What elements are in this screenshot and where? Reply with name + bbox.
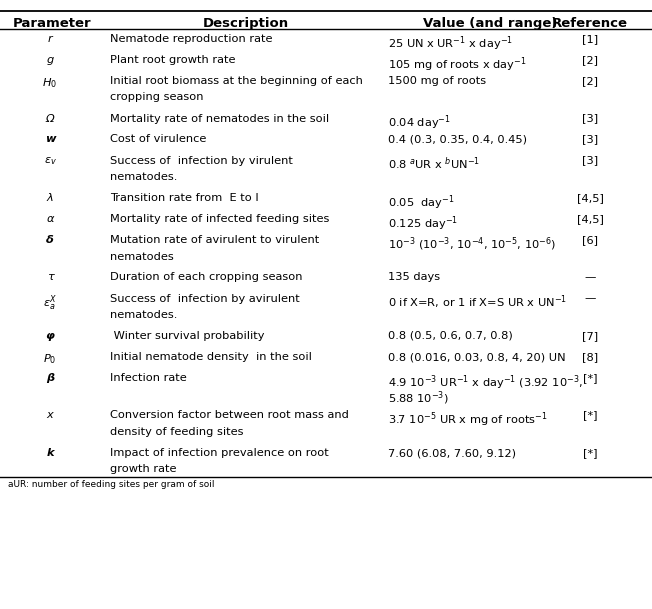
Text: 0.8 (0.016, 0.03, 0.8, 4, 20) UN: 0.8 (0.016, 0.03, 0.8, 4, 20) UN (388, 352, 566, 362)
Text: Parameter: Parameter (12, 17, 91, 30)
Text: 4.9 10$^{-3}$ UR$^{-1}$ x day$^{-1}$ (3.92 10$^{-3}$,: 4.9 10$^{-3}$ UR$^{-1}$ x day$^{-1}$ (3.… (388, 373, 583, 392)
Text: Description: Description (203, 17, 289, 30)
Text: nematodes: nematodes (110, 252, 173, 261)
Text: 10$^{-3}$ (10$^{-3}$, 10$^{-4}$, 10$^{-5}$, 10$^{-6}$): 10$^{-3}$ (10$^{-3}$, 10$^{-4}$, 10$^{-5… (388, 235, 556, 253)
Text: 7.60 (6.08, 7.60, 9.12): 7.60 (6.08, 7.60, 9.12) (388, 448, 516, 458)
Text: x: x (47, 410, 53, 420)
Text: [8]: [8] (582, 352, 598, 362)
Text: [3]: [3] (582, 155, 598, 166)
Text: $P_0$: $P_0$ (43, 352, 57, 366)
Text: aUR: number of feeding sites per gram of soil: aUR: number of feeding sites per gram of… (8, 480, 215, 489)
Text: Transition rate from  E to I: Transition rate from E to I (110, 193, 259, 203)
Text: Value (and range): Value (and range) (422, 17, 557, 30)
Text: [6]: [6] (582, 235, 598, 245)
Text: [2]: [2] (582, 76, 598, 86)
Text: α: α (46, 214, 53, 224)
Text: 0 if X=R, or 1 if X=S UR x UN$^{-1}$: 0 if X=R, or 1 if X=S UR x UN$^{-1}$ (388, 294, 567, 311)
Text: Impact of infection prevalence on root: Impact of infection prevalence on root (110, 448, 329, 458)
Text: 0.05  day$^{-1}$: 0.05 day$^{-1}$ (388, 193, 454, 211)
Text: Duration of each cropping season: Duration of each cropping season (110, 272, 303, 283)
Text: Cost of virulence: Cost of virulence (110, 135, 207, 144)
Text: $H_0$: $H_0$ (42, 76, 57, 90)
Text: 1500 mg of roots: 1500 mg of roots (388, 76, 486, 86)
Text: cropping season: cropping season (110, 93, 203, 102)
Text: —: — (584, 294, 596, 303)
Text: [2]: [2] (582, 55, 598, 65)
Text: 3.7 10$^{-5}$ UR x mg of roots$^{-1}$: 3.7 10$^{-5}$ UR x mg of roots$^{-1}$ (388, 410, 548, 429)
Text: Winter survival probability: Winter survival probability (110, 331, 265, 341)
Text: Initial root biomass at the beginning of each: Initial root biomass at the beginning of… (110, 76, 363, 86)
Text: β: β (46, 373, 54, 383)
Text: Success of  infection by avirulent: Success of infection by avirulent (110, 294, 300, 303)
Text: 25 UN x UR$^{-1}$ x day$^{-1}$: 25 UN x UR$^{-1}$ x day$^{-1}$ (388, 34, 513, 52)
Text: Initial nematode density  in the soil: Initial nematode density in the soil (110, 352, 312, 362)
Text: [4,5]: [4,5] (576, 214, 604, 224)
Text: Conversion factor between root mass and: Conversion factor between root mass and (110, 410, 349, 420)
Text: [1]: [1] (582, 34, 598, 44)
Text: r: r (48, 34, 52, 44)
Text: Nematode reproduction rate: Nematode reproduction rate (110, 34, 273, 44)
Text: 0.4 (0.3, 0.35, 0.4, 0.45): 0.4 (0.3, 0.35, 0.4, 0.45) (388, 135, 527, 144)
Text: δ: δ (46, 235, 54, 245)
Text: nematodes.: nematodes. (110, 172, 177, 182)
Text: —: — (584, 272, 596, 283)
Text: φ: φ (46, 331, 54, 341)
Text: [*]: [*] (583, 410, 597, 420)
Text: Mortality rate of infected feeding sites: Mortality rate of infected feeding sites (110, 214, 329, 224)
Text: nematodes.: nematodes. (110, 310, 177, 320)
Text: Reference: Reference (552, 17, 628, 30)
Text: τ: τ (46, 272, 53, 283)
Text: 135 days: 135 days (388, 272, 440, 283)
Text: [3]: [3] (582, 135, 598, 144)
Text: w: w (45, 135, 55, 144)
Text: Ω: Ω (46, 113, 54, 124)
Text: 0.8 $^a$UR x $^b$UN$^{-1}$: 0.8 $^a$UR x $^b$UN$^{-1}$ (388, 155, 480, 172)
Text: λ: λ (47, 193, 53, 203)
Text: [4,5]: [4,5] (576, 193, 604, 203)
Text: g: g (46, 55, 53, 65)
Text: growth rate: growth rate (110, 465, 177, 474)
Text: 5.88 10$^{-3}$): 5.88 10$^{-3}$) (388, 390, 449, 407)
Text: 0.04 day$^{-1}$: 0.04 day$^{-1}$ (388, 113, 451, 132)
Text: 105 mg of roots x day$^{-1}$: 105 mg of roots x day$^{-1}$ (388, 55, 527, 74)
Text: [*]: [*] (583, 448, 597, 458)
Text: Mutation rate of avirulent to virulent: Mutation rate of avirulent to virulent (110, 235, 319, 245)
Text: [*]: [*] (583, 373, 597, 383)
Text: [3]: [3] (582, 113, 598, 124)
Text: 0.8 (0.5, 0.6, 0.7, 0.8): 0.8 (0.5, 0.6, 0.7, 0.8) (388, 331, 512, 341)
Text: Mortality rate of nematodes in the soil: Mortality rate of nematodes in the soil (110, 113, 329, 124)
Text: Infection rate: Infection rate (110, 373, 186, 383)
Text: k: k (46, 448, 54, 458)
Text: 0.125 day$^{-1}$: 0.125 day$^{-1}$ (388, 214, 458, 233)
Text: [7]: [7] (582, 331, 598, 341)
Text: density of feeding sites: density of feeding sites (110, 427, 243, 437)
Text: Plant root growth rate: Plant root growth rate (110, 55, 235, 65)
Text: Success of  infection by virulent: Success of infection by virulent (110, 155, 293, 166)
Text: $\varepsilon_v$: $\varepsilon_v$ (44, 155, 57, 167)
Text: $\varepsilon_a^X$: $\varepsilon_a^X$ (43, 294, 57, 313)
